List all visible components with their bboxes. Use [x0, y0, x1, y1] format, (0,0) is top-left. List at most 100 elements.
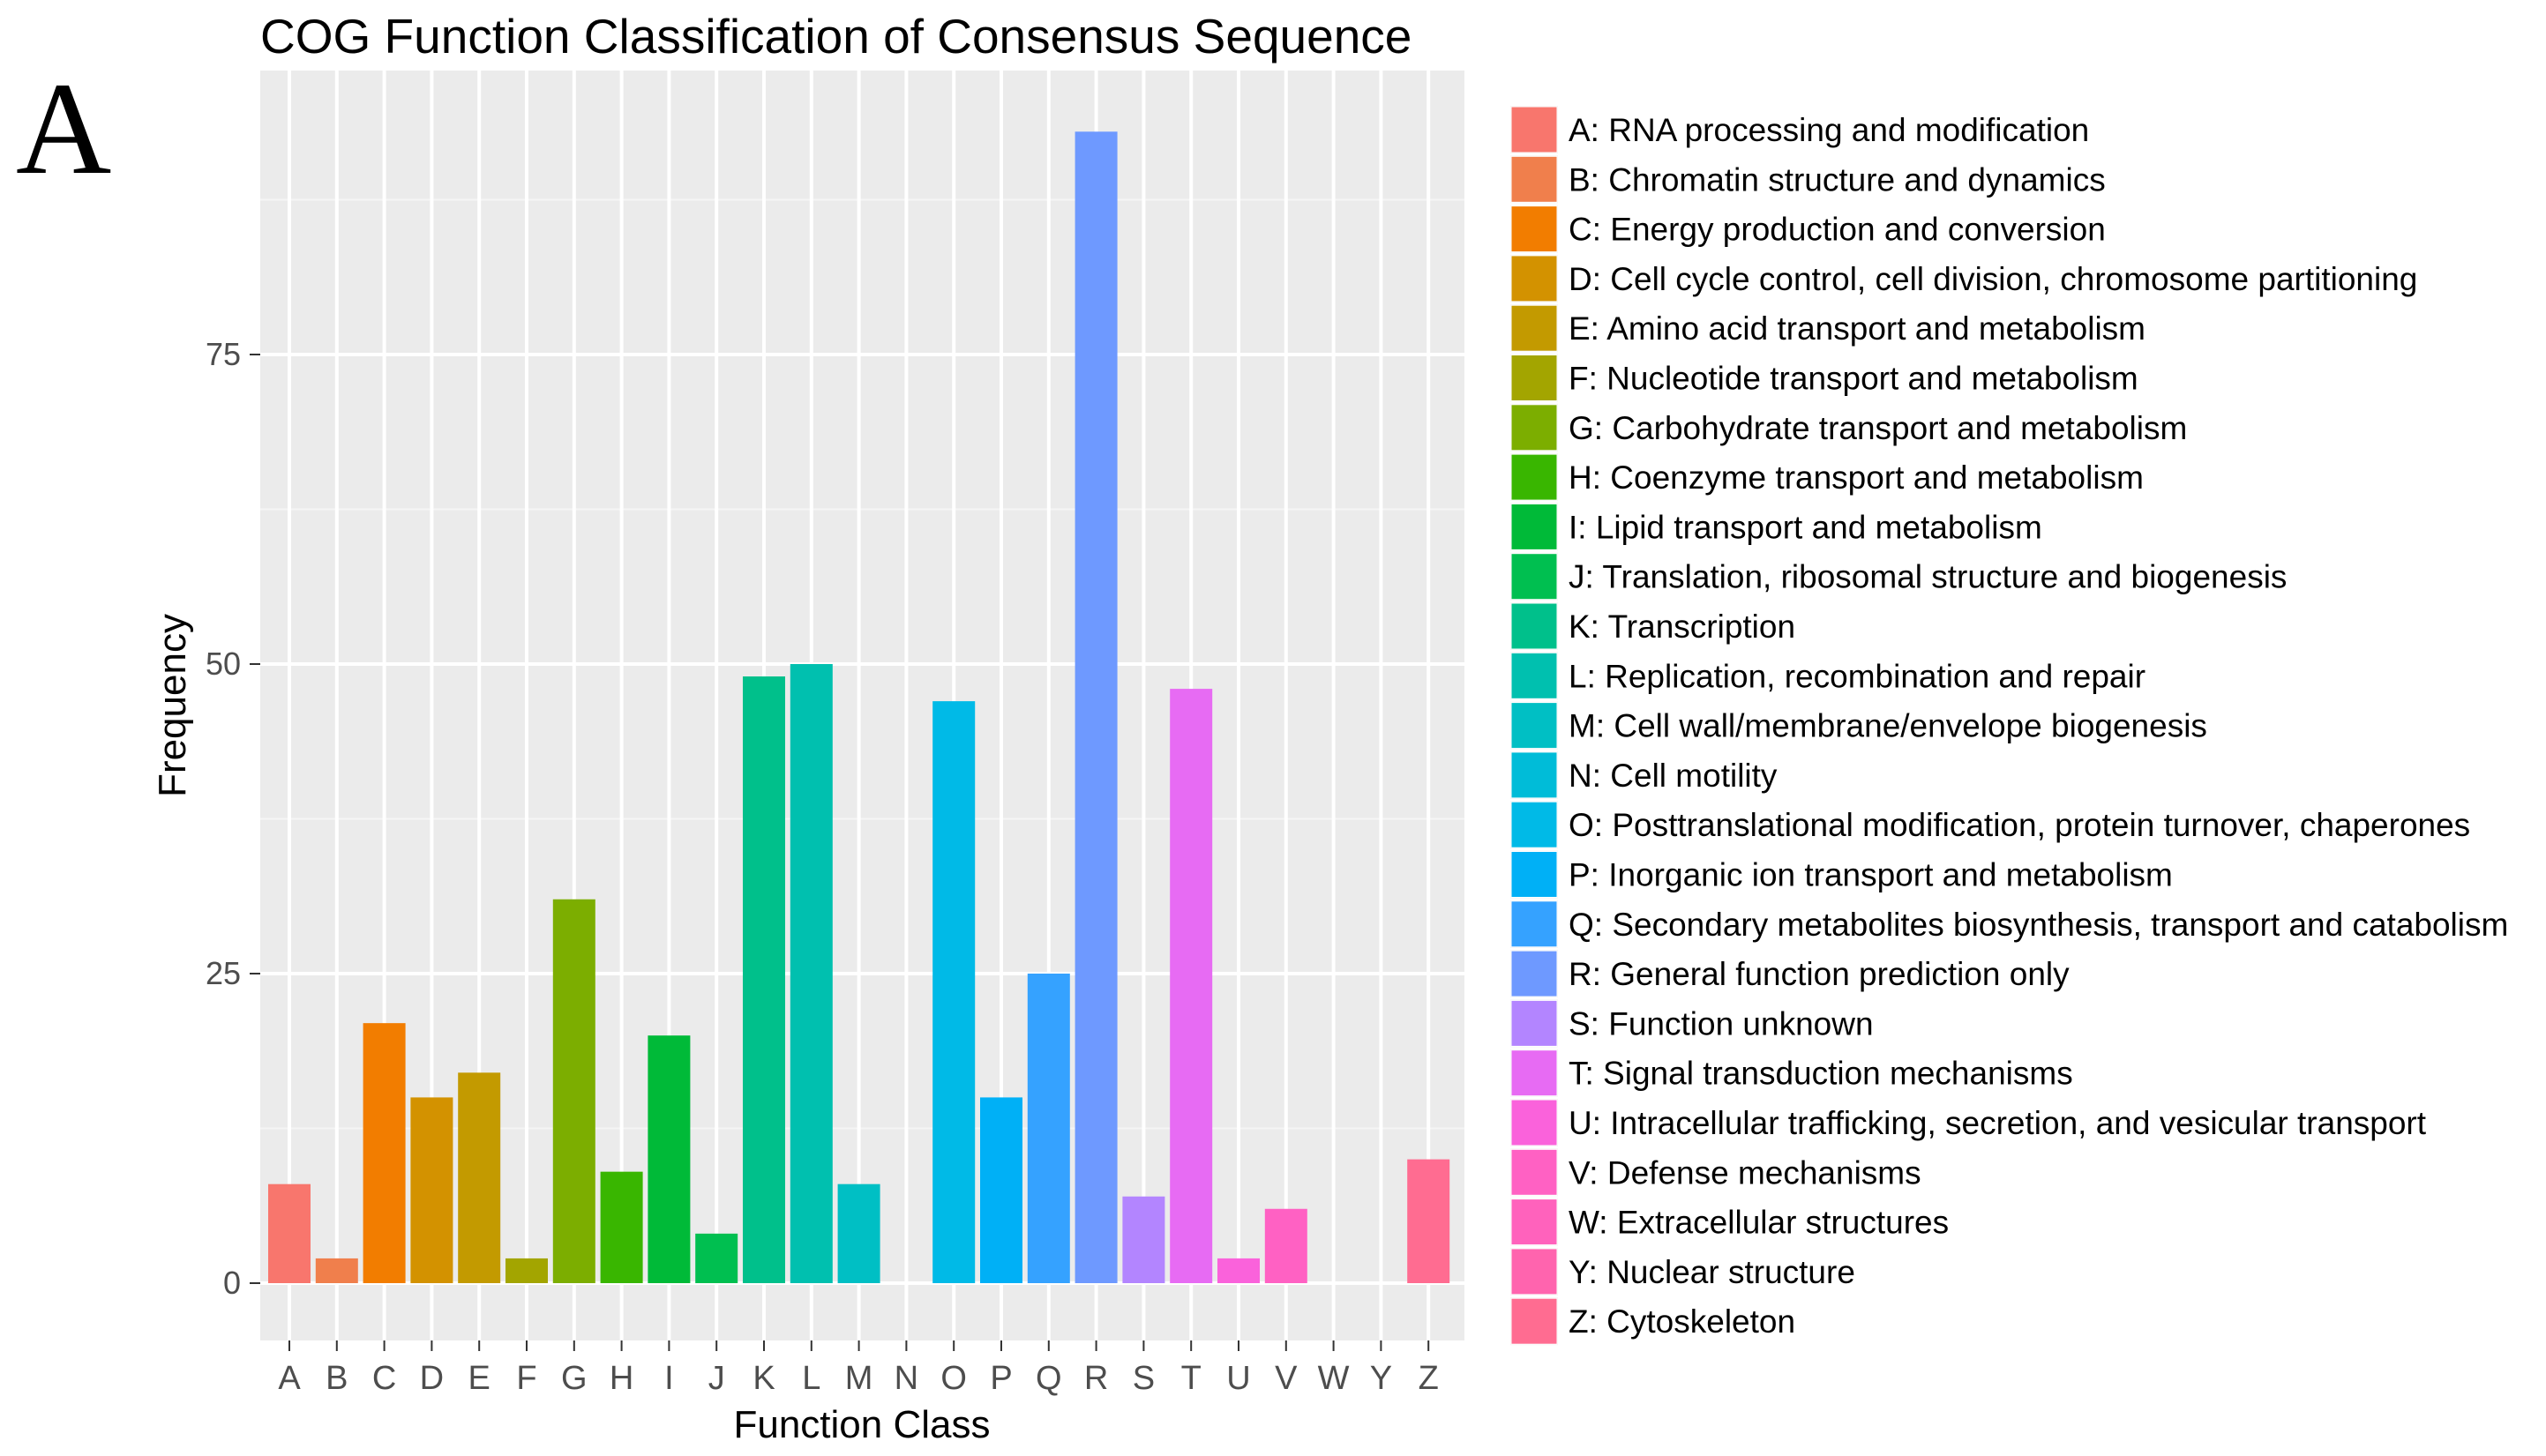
- bar-K: [743, 676, 785, 1283]
- legend-label: H: Coenzyme transport and metabolism: [1569, 459, 2144, 496]
- x-tick-label: U: [1226, 1360, 1250, 1397]
- legend-label: C: Energy production and conversion: [1569, 212, 2106, 248]
- bar-D: [410, 1097, 453, 1283]
- bar-M: [837, 1183, 880, 1283]
- legend-key-J: [1510, 553, 1558, 601]
- bars: [268, 131, 1450, 1283]
- bar-E: [458, 1072, 501, 1283]
- legend-key-Y: [1510, 1248, 1558, 1295]
- legend-key-T: [1510, 1049, 1558, 1097]
- legend-key-S: [1510, 999, 1558, 1047]
- x-tick-label: M: [845, 1360, 873, 1397]
- x-tick-label: O: [940, 1360, 967, 1397]
- y-tick-label: 75: [206, 336, 241, 372]
- legend-key-A: [1510, 106, 1558, 153]
- x-tick-label: Z: [1419, 1360, 1439, 1397]
- legend-key-Q: [1510, 900, 1558, 948]
- legend-key-Z: [1510, 1297, 1558, 1345]
- legend-label: W: Extracellular structures: [1569, 1205, 1949, 1241]
- legend-label: N: Cell motility: [1569, 758, 1778, 794]
- y-axis-label: Frequency: [151, 614, 194, 797]
- panel-label: A: [16, 56, 111, 202]
- legend-key-B: [1510, 155, 1558, 203]
- x-tick-label: B: [326, 1360, 348, 1397]
- legend-key-F: [1510, 355, 1558, 401]
- x-tick-label: N: [895, 1360, 918, 1397]
- bar-C: [363, 1023, 406, 1283]
- x-tick-label: T: [1181, 1360, 1202, 1397]
- legend-label: P: Inorganic ion transport and metabolis…: [1569, 857, 2173, 893]
- legend-label: Z: Cytoskeleton: [1569, 1303, 1795, 1340]
- x-tick-label: I: [664, 1360, 674, 1397]
- x-tick-label: G: [561, 1360, 588, 1397]
- x-tick-label: R: [1084, 1360, 1108, 1397]
- x-tick-label: Q: [1036, 1360, 1062, 1397]
- bar-F: [505, 1258, 548, 1283]
- legend-label: A: RNA processing and modification: [1569, 112, 2089, 148]
- y-axis: 0 25 50 75: [206, 336, 260, 1301]
- legend-key-N: [1510, 751, 1558, 799]
- bar-T: [1170, 689, 1213, 1283]
- x-tick-label: L: [802, 1360, 820, 1397]
- bar-L: [790, 664, 833, 1283]
- legend-label: B: Chromatin structure and dynamics: [1569, 161, 2106, 198]
- legend-label: L: Replication, recombination and repair: [1569, 658, 2145, 694]
- bar-U: [1217, 1258, 1260, 1283]
- legend: A: RNA processing and modification B: Chr…: [1510, 106, 2508, 1346]
- bar-V: [1264, 1208, 1307, 1283]
- legend-label: I: Lipid transport and metabolism: [1569, 509, 2042, 545]
- x-tick-label: F: [516, 1360, 536, 1397]
- x-tick-label: V: [1275, 1360, 1298, 1397]
- x-tick-label: Y: [1370, 1360, 1392, 1397]
- x-tick-label: W: [1318, 1360, 1350, 1397]
- x-tick-label: H: [610, 1360, 633, 1397]
- x-tick-label: D: [420, 1360, 444, 1397]
- legend-label: U: Intracellular trafficking, secretion,…: [1569, 1105, 2427, 1141]
- legend-key-G: [1510, 404, 1558, 452]
- y-tick-label: 25: [206, 955, 241, 991]
- legend-key-W: [1510, 1198, 1558, 1246]
- legend-key-D: [1510, 255, 1558, 302]
- bar-J: [695, 1233, 738, 1283]
- legend-label: Q: Secondary metabolites biosynthesis, t…: [1569, 907, 2508, 943]
- legend-label: O: Posttranslational modification, prote…: [1569, 807, 2470, 843]
- bar-I: [648, 1035, 691, 1283]
- x-tick-label: J: [708, 1360, 725, 1397]
- bar-A: [268, 1183, 311, 1283]
- y-tick-label: 50: [206, 646, 241, 682]
- x-axis-label: Function Class: [733, 1403, 990, 1446]
- x-tick-label: A: [278, 1360, 301, 1397]
- x-tick-label: S: [1133, 1360, 1155, 1397]
- bar-H: [600, 1171, 643, 1283]
- x-tick-label: E: [468, 1360, 490, 1397]
- bar-S: [1122, 1196, 1165, 1283]
- bar-B: [315, 1258, 358, 1283]
- chart-title: COG Function Classification of Consensus…: [260, 9, 1412, 63]
- bar-Q: [1027, 974, 1070, 1283]
- bar-O: [932, 701, 976, 1283]
- legend-label: K: Transcription: [1569, 609, 1795, 645]
- legend-label: V: Defense mechanisms: [1569, 1154, 1921, 1191]
- legend-key-I: [1510, 503, 1558, 550]
- legend-label: S: Function unknown: [1569, 1005, 1874, 1042]
- legend-label: M: Cell wall/membrane/envelope biogenesi…: [1569, 708, 2207, 744]
- legend-key-H: [1510, 453, 1558, 501]
- legend-key-V: [1510, 1148, 1558, 1196]
- legend-label: E: Amino acid transport and metabolism: [1569, 310, 2145, 347]
- legend-label: D: Cell cycle control, cell division, ch…: [1569, 261, 2417, 297]
- legend-label: R: General function prediction only: [1569, 956, 2070, 992]
- legend-label: T: Signal transduction mechanisms: [1569, 1056, 2073, 1092]
- legend-key-U: [1510, 1099, 1558, 1146]
- legend-key-L: [1510, 652, 1558, 699]
- bar-R: [1075, 131, 1118, 1283]
- legend-key-M: [1510, 702, 1558, 750]
- y-tick-label: 0: [223, 1265, 241, 1301]
- x-tick-label: C: [372, 1360, 396, 1397]
- bar-P: [980, 1097, 1022, 1283]
- legend-key-K: [1510, 602, 1558, 650]
- legend-key-P: [1510, 851, 1558, 898]
- x-tick-label: K: [753, 1360, 775, 1397]
- legend-key-C: [1510, 205, 1558, 253]
